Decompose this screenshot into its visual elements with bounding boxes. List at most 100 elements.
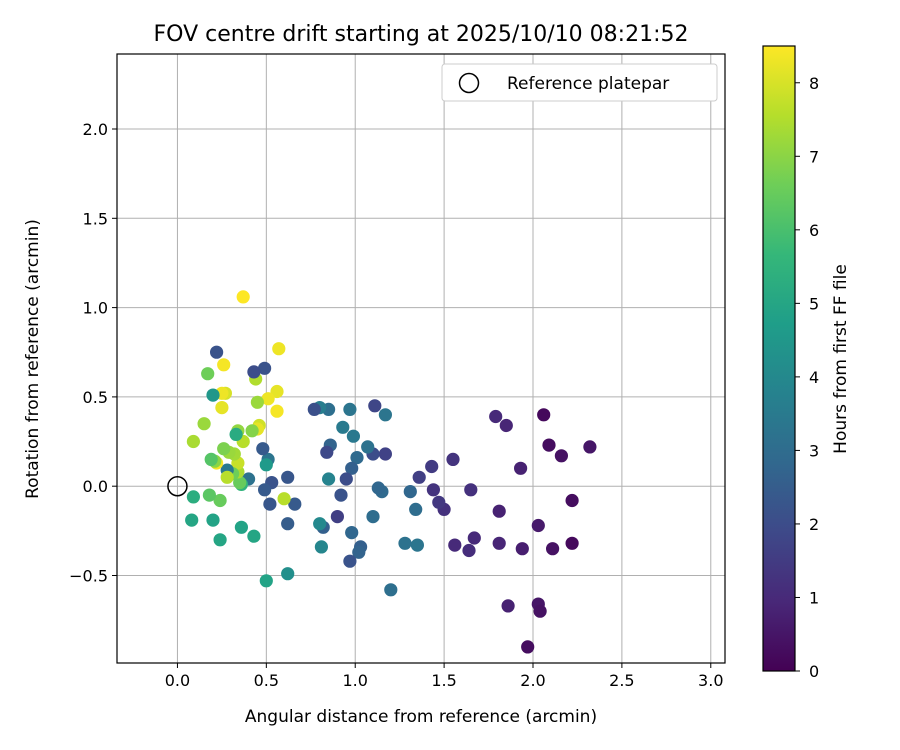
data-point: [565, 536, 579, 550]
data-point: [425, 459, 439, 474]
data-point: [492, 504, 506, 518]
colorbar-frame: [762, 45, 796, 672]
data-point: [220, 470, 234, 484]
data-point: [366, 509, 380, 524]
data-point: [281, 470, 295, 484]
colorbar-tick-label: 1: [809, 588, 819, 607]
x-tick-label: 2.0: [520, 671, 545, 690]
data-point: [537, 408, 551, 422]
data-point: [531, 518, 545, 533]
data-point: [489, 409, 503, 424]
data-point: [492, 536, 506, 550]
data-point: [398, 536, 412, 550]
reference-marker: [167, 475, 188, 497]
data-point: [288, 497, 302, 511]
x-tick-label: 0.0: [165, 671, 190, 690]
data-point: [307, 402, 321, 416]
colorbar-tick-label: 3: [809, 441, 819, 460]
data-point: [281, 567, 295, 581]
data-point: [448, 538, 462, 552]
colorbar: 0 1 2 3 4 5 6 7 8 Hours from first FF file: [762, 45, 851, 681]
legend-label: Reference platepar: [507, 74, 669, 94]
legend: Reference platepar: [441, 63, 718, 102]
data-point: [554, 449, 569, 463]
data-point: [330, 509, 344, 524]
colorbar-label: Hours from first FF file: [831, 264, 851, 454]
data-point: [256, 442, 270, 456]
grid-lines: [117, 54, 725, 663]
legend-box: [441, 63, 718, 102]
data-point: [261, 392, 275, 406]
data-point: [259, 574, 273, 588]
data-point: [410, 538, 424, 552]
y-tick-label: −0.5: [69, 566, 108, 585]
data-point: [346, 429, 360, 443]
data-point: [201, 367, 215, 381]
colorbar-gradient: [763, 46, 795, 671]
data-point: [259, 458, 273, 472]
data-point: [334, 488, 348, 502]
data-point: [514, 461, 528, 475]
data-point: [546, 542, 560, 556]
data-point: [206, 513, 220, 527]
colorbar-tick-label: 0: [809, 662, 819, 681]
data-point: [343, 402, 357, 416]
data-point: [215, 401, 229, 415]
y-tick-label: 0.0: [83, 477, 108, 496]
data-point: [322, 472, 336, 486]
data-point: [185, 513, 199, 527]
data-point: [467, 531, 481, 545]
data-point: [233, 476, 247, 490]
data-point: [403, 485, 417, 499]
data-point: [339, 472, 353, 486]
data-point: [204, 452, 218, 466]
reference-point: [167, 475, 188, 497]
data-point: [263, 497, 277, 511]
data-point: [384, 583, 398, 597]
data-point: [515, 542, 529, 556]
data-point: [343, 554, 357, 568]
y-tick-label: 1.5: [83, 209, 108, 228]
data-point: [336, 420, 350, 434]
data-point: [270, 404, 284, 418]
data-point: [533, 604, 547, 618]
data-point: [345, 461, 359, 475]
data-point: [499, 418, 513, 433]
data-point: [378, 447, 392, 461]
data-point: [206, 388, 220, 402]
data-point: [409, 502, 423, 516]
data-point: [368, 399, 382, 413]
data-point: [186, 490, 200, 504]
colorbar-tick-label: 4: [809, 368, 819, 387]
data-point: [371, 481, 385, 495]
data-point: [217, 442, 231, 456]
data-point: [462, 543, 476, 558]
data-point: [245, 424, 259, 438]
data-point: [446, 452, 460, 466]
colorbar-tick-label: 6: [809, 221, 819, 240]
data-point: [314, 540, 328, 554]
data-point: [426, 483, 440, 497]
plot-frame: [116, 53, 726, 664]
colorbar-tick-label: 5: [809, 294, 819, 313]
data-point: [352, 545, 366, 559]
data-point: [432, 495, 446, 509]
x-tick-label: 1.5: [431, 671, 456, 690]
x-tick-label: 3.0: [698, 671, 723, 690]
data-point: [197, 417, 211, 431]
data-point: [350, 451, 364, 465]
data-point: [186, 434, 200, 449]
colorbar-tick-label: 7: [809, 147, 819, 166]
data-point: [464, 483, 478, 497]
data-point: [345, 526, 359, 540]
colorbar-tick-label: 8: [809, 74, 819, 93]
data-point: [378, 408, 392, 422]
x-axis-ticks: 0.0 0.5 1.0 1.5 2.0 2.5 3.0: [165, 663, 724, 690]
y-tick-label: 1.0: [83, 299, 108, 318]
chart-title: FOV centre drift starting at 2025/10/10 …: [154, 22, 689, 47]
data-point: [210, 345, 224, 359]
y-axis-ticks: −0.5 0.0 0.5 1.0 1.5 2.0: [69, 120, 117, 585]
x-tick-label: 1.0: [342, 671, 367, 690]
x-tick-label: 0.5: [254, 671, 279, 690]
